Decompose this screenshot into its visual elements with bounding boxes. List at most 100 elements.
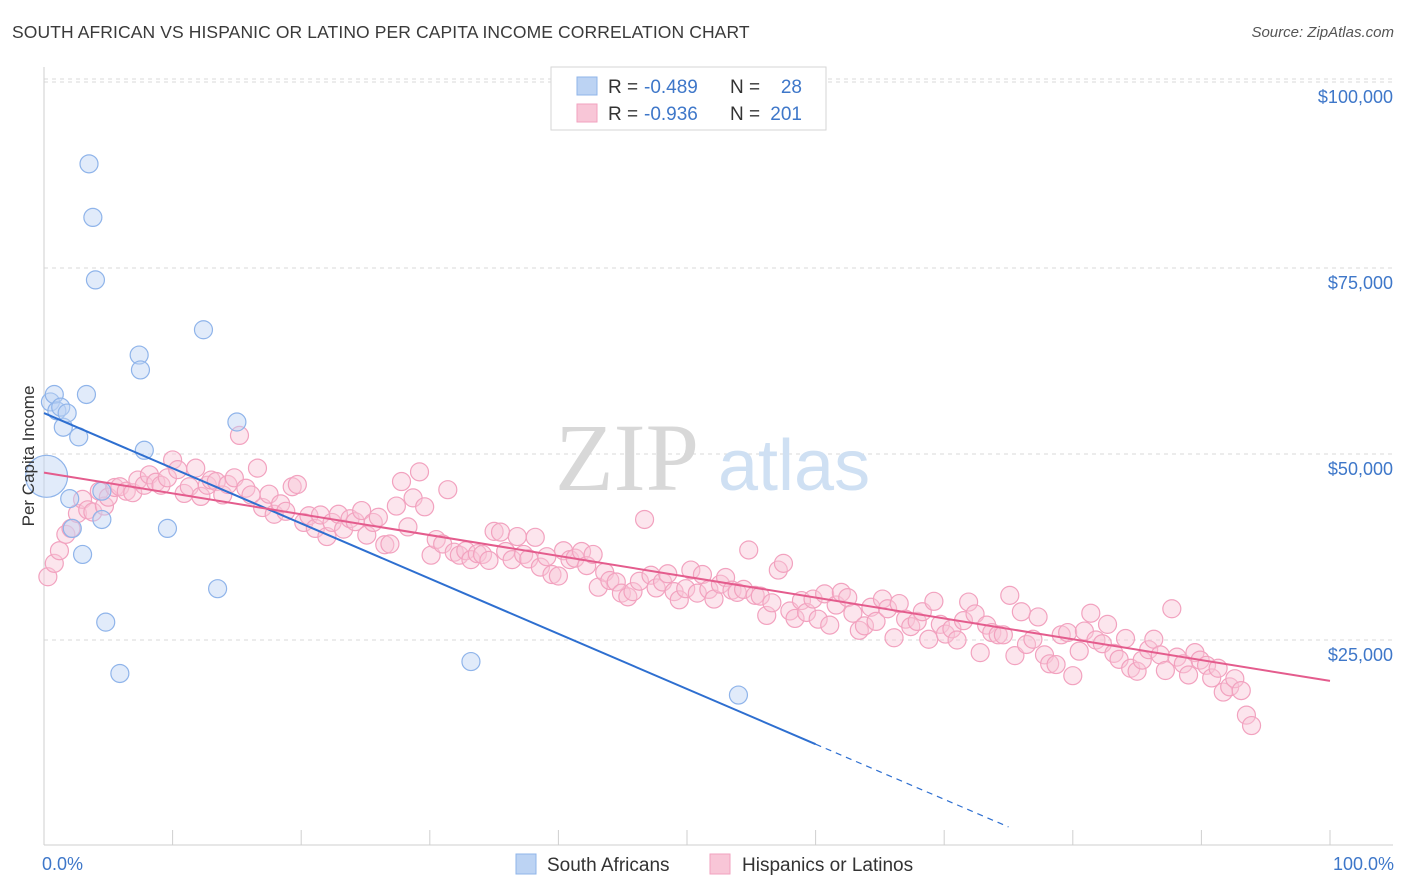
gridlines: [44, 78, 1393, 641]
legend-swatch-pink: [576, 103, 598, 123]
hispanic-point: [935, 624, 956, 644]
hispanic-point: [745, 585, 765, 605]
y-axis-title: Per Capita Income: [19, 386, 38, 527]
hispanic-point: [907, 611, 927, 632]
south-african-point: [79, 154, 99, 174]
south-african-point: [129, 345, 149, 365]
hispanic-point: [1069, 641, 1089, 661]
hispanic-point: [247, 458, 268, 478]
hispanic-point: [854, 616, 875, 636]
hispanic-point: [1016, 634, 1037, 655]
watermark-zip: ZIP: [555, 404, 699, 511]
south-african-point: [44, 384, 64, 405]
hispanic-point: [67, 503, 88, 524]
hispanic-point: [548, 566, 569, 586]
legend-r-label-2: R =: [608, 104, 638, 125]
hispanic-point: [808, 609, 828, 629]
hispanic-point: [213, 485, 233, 505]
hispanic-point: [773, 553, 794, 573]
hispanic-point: [1005, 646, 1025, 666]
hispanic-point: [479, 550, 499, 570]
hispanic-point: [924, 591, 944, 611]
hispanic-point: [467, 544, 487, 564]
hispanic-point: [866, 611, 886, 632]
hispanic-point: [151, 475, 171, 495]
hispanic-point: [1231, 680, 1251, 701]
south-african-point: [76, 384, 97, 405]
x-tick-label-min: 0.0%: [42, 854, 83, 874]
watermark-atlas: atlas: [718, 426, 870, 506]
hispanic-point: [762, 593, 782, 613]
legend-r-value-2: -0.936: [644, 104, 698, 125]
hispanic-point: [1162, 599, 1182, 619]
bottom-legend-swatch-blue: [515, 853, 537, 875]
hispanic-point: [1236, 705, 1257, 725]
hispanic-point: [901, 617, 921, 637]
y-tick-label: $100,000: [1318, 87, 1393, 107]
bottom-legend-hispanics: Hispanics or Latinos: [742, 855, 913, 876]
hispanic-point: [44, 553, 64, 573]
south-african-point: [92, 481, 112, 501]
legend-n-label-1: N =: [730, 77, 760, 98]
south-african-point: [130, 360, 151, 380]
hispanic-point: [391, 471, 412, 492]
hispanic-point: [1028, 607, 1048, 627]
hispanic-point: [676, 579, 696, 599]
hispanic-point: [1000, 585, 1020, 605]
legend-swatch-blue: [576, 76, 598, 96]
hispanic-point: [542, 564, 562, 585]
hispanic-point: [507, 526, 527, 547]
bottom-legend-swatch-pink: [709, 853, 731, 875]
hispanic-point: [380, 534, 400, 554]
hispanic-trend-line: [43, 471, 1331, 682]
y-tick-label: $25,000: [1328, 645, 1393, 665]
hispanic-point: [1127, 661, 1147, 681]
south-african-point: [461, 651, 481, 672]
hispanic-point: [739, 540, 759, 560]
hispanic-point: [757, 605, 777, 626]
south-african-trend-line: [43, 412, 816, 746]
bottom-legend-south-africans: South Africans: [547, 855, 670, 876]
hispanic-point: [687, 583, 707, 603]
x-tick-label-max: 100.0%: [1333, 854, 1394, 874]
hispanic-point: [600, 570, 620, 591]
hispanic-point: [415, 497, 435, 517]
legend-r-label-1: R =: [608, 77, 638, 98]
hispanic-point: [537, 547, 557, 567]
hispanic-point: [484, 521, 504, 541]
legend-n-value-2: 201: [770, 104, 802, 125]
south-african-point: [193, 320, 214, 340]
hispanic-point: [1202, 668, 1222, 688]
hispanic-point: [1046, 654, 1066, 675]
hispanic-point: [1040, 654, 1060, 674]
hispanic-point: [583, 544, 603, 565]
hispanic-point: [530, 557, 550, 577]
hispanic-point: [386, 496, 406, 516]
hispanic-point: [438, 480, 458, 500]
source-credit: Source: ZipAtlas.com: [1251, 24, 1394, 41]
hispanic-point: [502, 550, 522, 570]
legend-n-value-1: 28: [781, 77, 802, 98]
hispanic-point: [352, 500, 372, 521]
south-african-point: [72, 544, 93, 565]
hispanic-point: [490, 522, 511, 542]
legend-n-label-2: N =: [730, 104, 760, 125]
hispanic-point: [634, 509, 655, 530]
hispanic-point: [1063, 666, 1083, 686]
hispanic-point: [1155, 660, 1175, 681]
hispanic-point: [1241, 715, 1262, 736]
south-african-points: [24, 154, 749, 705]
hispanic-point: [988, 625, 1008, 645]
hispanic-point: [947, 630, 967, 650]
bottom-legend: South Africans Hispanics or Latinos: [515, 853, 913, 876]
south-african-point: [96, 612, 116, 632]
hispanic-point: [919, 629, 939, 649]
hispanic-point: [1023, 629, 1043, 649]
hispanic-point: [375, 535, 395, 555]
hispanic-point: [959, 592, 979, 612]
legend-r-value-1: -0.489: [644, 77, 698, 98]
south-african-point: [208, 579, 228, 599]
hispanic-point: [49, 541, 70, 561]
hispanic-point: [820, 615, 840, 635]
